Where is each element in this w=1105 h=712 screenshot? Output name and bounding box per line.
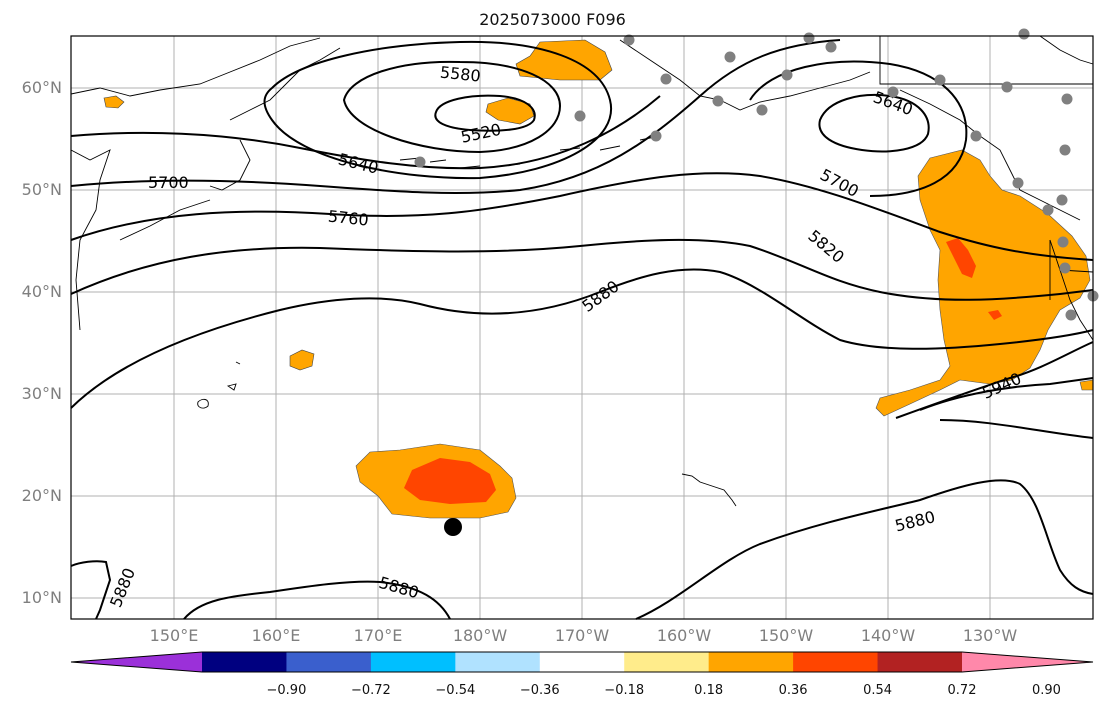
contour-5820 [70, 238, 1094, 301]
lat-label: 40°N [21, 282, 62, 301]
lon-label: 160°E [251, 626, 301, 645]
contour-east-lower2 [939, 419, 1094, 439]
colorbar-swatch [708, 652, 794, 672]
contour-5760 [70, 172, 1094, 261]
contour-label: 5700 [148, 173, 189, 192]
contour-east-lower [919, 377, 1094, 411]
colorbar-swatch [793, 652, 879, 672]
shade-subtropical-core [404, 458, 496, 504]
shade-bering-small [485, 97, 535, 125]
lon-label: 150°E [149, 626, 199, 645]
shade-west-coast [875, 149, 1091, 417]
contour-row-1 [70, 95, 661, 170]
shaded-regions [103, 39, 1094, 519]
colorbar-tick-label: −0.72 [350, 683, 391, 698]
contour-5880-sw [183, 580, 451, 620]
station-markers [414, 28, 1099, 321]
colorbar-extend-low [71, 652, 202, 672]
lat-label: 50°N [21, 180, 62, 199]
colorbar-tick-label: 0.18 [694, 683, 724, 698]
colorbar-tick-label: −0.36 [519, 683, 560, 698]
gridlines [71, 36, 1093, 619]
contour-5640-east [818, 94, 930, 153]
height-contours [70, 39, 1094, 620]
lon-label: 130°W [962, 626, 1018, 645]
page-title: 2025073000 F096 [479, 10, 626, 29]
colorbar-tick-label: −0.54 [435, 683, 476, 698]
colorbar-swatch [455, 652, 541, 672]
lat-label: 10°N [21, 588, 62, 607]
colorbar-swatch [624, 652, 710, 672]
colorbar-tick-label: −0.18 [604, 683, 645, 698]
colorbar-swatch [286, 652, 372, 672]
lon-label: 180°W [452, 626, 508, 645]
shade-west-coast-core-a [946, 238, 976, 278]
lon-label: 150°W [758, 626, 814, 645]
lat-label: 60°N [21, 78, 62, 97]
contour-5520 [434, 94, 536, 132]
colorbar-tick-label: 0.36 [778, 683, 808, 698]
contour-5880-w [70, 560, 112, 620]
coastlines [70, 35, 1094, 507]
shade-west-coast-core-b [988, 310, 1002, 320]
colorbar-tick-label: 0.54 [863, 683, 893, 698]
lon-label: 170°W [554, 626, 610, 645]
colorbar [70, 651, 1094, 673]
contour-label: 5760 [327, 207, 369, 230]
contour-label: 5580 [439, 63, 481, 86]
lat-label: 20°N [21, 486, 62, 505]
colorbar-extend-high [962, 652, 1093, 672]
contour-5700 [70, 39, 841, 194]
map-frame [70, 35, 1094, 620]
colorbar-tick-label: 0.72 [947, 683, 977, 698]
lon-label: 170°E [353, 626, 403, 645]
contour-5700-east [749, 60, 968, 197]
shade-west-small [103, 95, 125, 109]
colorbar-tick-label: 0.90 [1031, 683, 1061, 698]
shade-east-edge [1079, 379, 1094, 391]
lat-label: 30°N [21, 384, 62, 403]
target-marker [444, 518, 462, 536]
shade-central-pacific [289, 349, 315, 371]
colorbar-tick-label: −0.90 [266, 683, 307, 698]
colorbar-outline [70, 651, 1094, 673]
colorbar-swatch [370, 652, 456, 672]
colorbar-swatch [539, 652, 625, 672]
contour-5880-south [635, 479, 1094, 620]
lon-label: 160°W [656, 626, 712, 645]
colorbar-swatch [202, 652, 287, 672]
contour-5580-west [342, 60, 562, 154]
contour-5880-main [70, 268, 1094, 409]
colorbar-swatch [877, 652, 963, 672]
lon-label: 140°W [860, 626, 916, 645]
